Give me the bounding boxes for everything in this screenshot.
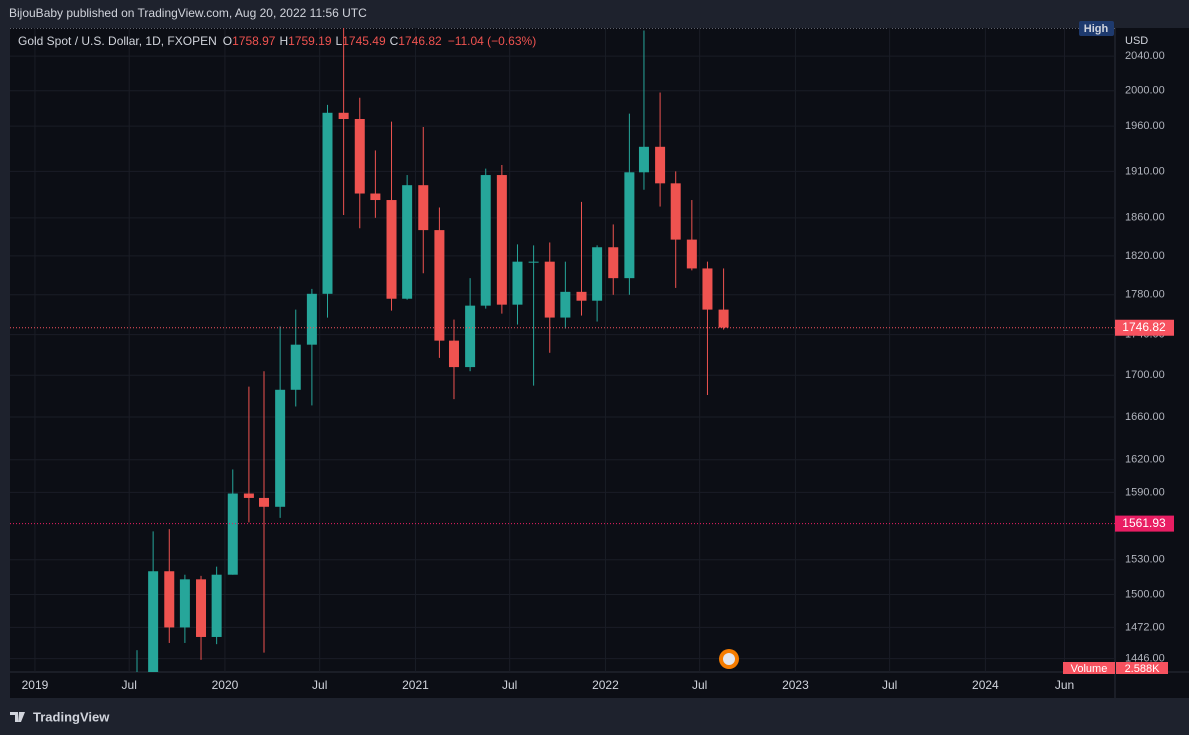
candle-body bbox=[402, 185, 413, 299]
legend-item: C bbox=[390, 34, 399, 48]
event-icon-flag bbox=[723, 653, 735, 665]
candle-body bbox=[227, 493, 238, 575]
x-tick-label: 2020 bbox=[212, 678, 239, 692]
candle-body bbox=[386, 200, 397, 299]
grid bbox=[10, 28, 1115, 672]
logo bbox=[10, 712, 25, 722]
y-tick-label: 1860.00 bbox=[1125, 212, 1165, 224]
y-tick-label: 1500.00 bbox=[1125, 588, 1165, 600]
y-tick-label: 1820.00 bbox=[1125, 250, 1165, 262]
volume-value: 2.588K bbox=[1125, 663, 1161, 675]
legend-item: 1759.19 bbox=[288, 34, 332, 48]
legend-item: 1746.82 bbox=[398, 34, 442, 48]
candle-body bbox=[512, 261, 523, 305]
x-tick-label: 2023 bbox=[782, 678, 809, 692]
axis-labels: 2040.00 2000.00 1960.00 1910.00 1860.00 1820.… bbox=[10, 50, 1174, 692]
candle-body bbox=[686, 239, 697, 269]
y-tick-label: 1620.00 bbox=[1125, 454, 1165, 466]
candle-body bbox=[624, 172, 635, 279]
legend: Gold Spot / U.S. Dollar, 1D, FXOPEN O1758… bbox=[18, 34, 536, 48]
x-tick-label: Jul bbox=[502, 678, 517, 692]
candle-body bbox=[338, 112, 349, 120]
candle-body bbox=[290, 344, 301, 390]
x-tick-label: 2022 bbox=[592, 678, 619, 692]
legend-item: L bbox=[336, 34, 343, 48]
candle-body bbox=[179, 579, 190, 628]
y-tick-label: 2000.00 bbox=[1125, 85, 1165, 97]
price-label: 1561.93 bbox=[1122, 516, 1166, 530]
candle-body bbox=[243, 493, 254, 498]
x-tick-label: Jul bbox=[692, 678, 707, 692]
y-tick-label: 1530.00 bbox=[1125, 554, 1165, 566]
y-tick-label: 1780.00 bbox=[1125, 289, 1165, 301]
candle-body bbox=[718, 309, 729, 328]
volume-value-box bbox=[1116, 662, 1168, 674]
candle-body bbox=[576, 291, 587, 301]
candle-body bbox=[480, 175, 491, 306]
candle-body bbox=[638, 146, 649, 173]
x-tick-label: Jul bbox=[882, 678, 897, 692]
y-tick-label: 1590.00 bbox=[1125, 486, 1165, 498]
candle-body bbox=[608, 247, 619, 279]
y-tick-label: 1660.00 bbox=[1125, 411, 1165, 423]
price-label-box bbox=[1115, 515, 1174, 532]
price-label: 1746.82 bbox=[1122, 320, 1166, 334]
y-tick-label: 1700.00 bbox=[1125, 369, 1165, 381]
high-badge-box bbox=[1079, 21, 1114, 36]
volume-label: Volume bbox=[1071, 663, 1108, 675]
legend-item: −11.04 (−0.63%) bbox=[448, 34, 537, 48]
y-tick-label: 1446.00 bbox=[1125, 653, 1165, 665]
y-tick-label: 2040.00 bbox=[1125, 50, 1165, 62]
y-tick-label: 1910.00 bbox=[1125, 165, 1165, 177]
header: BijouBaby published on TradingView.com, … bbox=[9, 6, 367, 20]
candle-body bbox=[496, 175, 507, 305]
candle-body bbox=[370, 193, 381, 201]
x-tick-label: Jul bbox=[312, 678, 327, 692]
x-tick-label: Jun bbox=[1055, 678, 1074, 692]
candle-body bbox=[655, 146, 666, 184]
candle-body bbox=[465, 305, 476, 368]
candle-body bbox=[275, 389, 286, 507]
candle-body bbox=[560, 291, 571, 318]
candle-body bbox=[448, 340, 459, 368]
candle-body bbox=[528, 261, 539, 263]
x-tick-label: 2021 bbox=[402, 678, 429, 692]
legend-item: 1758.97 bbox=[232, 34, 276, 48]
candle-body bbox=[258, 497, 269, 507]
legend-item: Gold Spot / U.S. Dollar, 1D, FXOPEN bbox=[18, 34, 217, 48]
x-tick-label: 2024 bbox=[972, 678, 999, 692]
candle-body bbox=[148, 571, 159, 672]
candle-body bbox=[592, 247, 603, 301]
x-tick-label: 2019 bbox=[22, 678, 49, 692]
candle-body bbox=[196, 579, 207, 637]
price-label-box bbox=[1115, 319, 1174, 336]
candle-body bbox=[702, 268, 713, 310]
legend-item: 1745.49 bbox=[342, 34, 386, 48]
candle-body bbox=[164, 571, 175, 628]
currency: USD bbox=[1125, 35, 1148, 47]
candle-body bbox=[434, 230, 445, 341]
volume-badge-box bbox=[1063, 662, 1115, 674]
candle-body bbox=[322, 112, 333, 294]
plot-background bbox=[10, 28, 1189, 698]
legend-item: O bbox=[223, 34, 232, 48]
candle-body bbox=[418, 185, 429, 231]
candle-body bbox=[544, 261, 555, 318]
candle-body bbox=[306, 293, 317, 345]
candle-body bbox=[211, 574, 222, 637]
y-tick-label: 1472.00 bbox=[1125, 621, 1165, 633]
high-badge: High bbox=[1084, 23, 1109, 35]
x-tick-label: Jul bbox=[122, 678, 137, 692]
candle-body bbox=[354, 119, 365, 194]
footer: TradingView bbox=[33, 709, 110, 724]
legend-item: H bbox=[279, 34, 288, 48]
candles bbox=[136, 28, 729, 672]
y-tick-label: 1960.00 bbox=[1125, 120, 1165, 132]
candle-body bbox=[670, 183, 681, 240]
